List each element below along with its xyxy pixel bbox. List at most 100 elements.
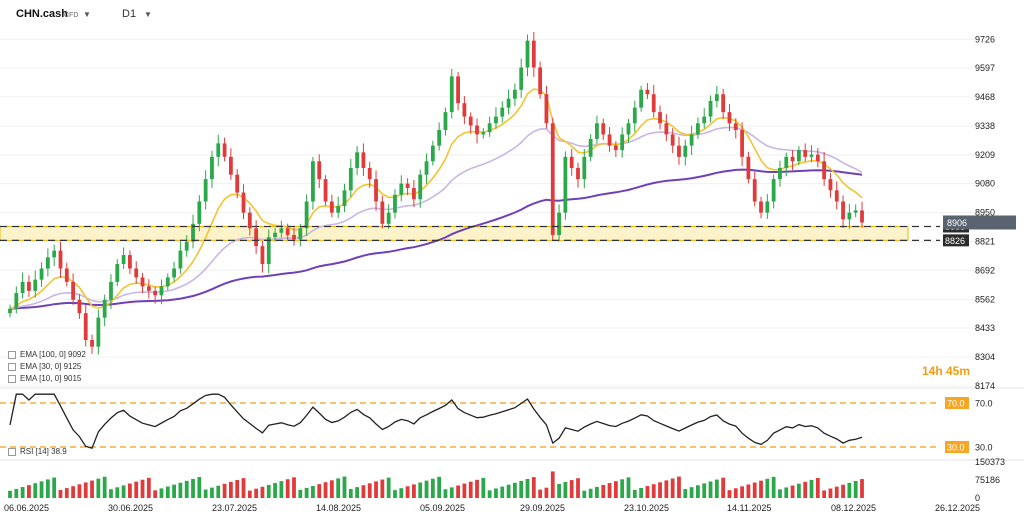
rsi-level-box — [945, 441, 969, 453]
volume-bar — [639, 487, 644, 498]
volume-bar — [651, 484, 656, 498]
date-tick-label: 06.06.2025 — [4, 503, 49, 513]
volume-bar — [714, 479, 719, 498]
candle-body — [771, 179, 776, 202]
candle-body — [52, 250, 57, 258]
volume-bar — [437, 476, 442, 498]
timeframe-dropdown-icon[interactable]: ▼ — [144, 10, 152, 19]
candle-body — [374, 179, 378, 202]
rsi-tick-label: 70.0 — [975, 399, 993, 409]
volume-bar — [216, 485, 221, 498]
current-price-label: 8906 — [947, 218, 967, 228]
ema10-legend[interactable]: EMA [10, 0] 9015 — [8, 374, 81, 383]
candle-body — [254, 228, 259, 247]
ema100-legend[interactable]: EMA [100, 0] 9092 — [8, 350, 86, 359]
candle-body — [828, 179, 833, 191]
volume-bar — [386, 477, 391, 498]
candle-body — [759, 201, 763, 213]
rsi-legend[interactable]: RSI [14] 38.9 — [8, 447, 67, 456]
candle-body — [847, 212, 852, 220]
candle-body — [733, 123, 738, 130]
candle-body — [128, 255, 132, 269]
volume-bar — [292, 477, 296, 498]
volume-bar — [20, 487, 25, 498]
candle-body — [83, 313, 88, 340]
volume-bar — [134, 481, 139, 498]
volume-bar — [557, 483, 561, 498]
candle-body — [285, 228, 290, 235]
candle-body — [393, 194, 397, 213]
candle-body — [853, 210, 858, 213]
candle-body — [721, 94, 726, 113]
candle-body — [317, 161, 322, 180]
volume-bar — [27, 485, 31, 498]
volume-bar — [778, 489, 782, 498]
candle-body — [525, 40, 530, 68]
volume-bar — [740, 486, 744, 498]
volume-bar — [519, 480, 524, 498]
ema10-swatch — [8, 374, 16, 383]
candle-body — [203, 179, 208, 202]
volume-bar — [424, 480, 429, 498]
candle-body — [228, 156, 233, 175]
candle-body — [191, 223, 195, 242]
volume-bar — [405, 486, 410, 498]
volume-bar — [197, 477, 202, 498]
symbol-name[interactable]: CHN.cash — [16, 8, 68, 20]
candle-body — [563, 156, 568, 213]
rsi-tick-label: 30.0 — [975, 443, 993, 453]
candle-body — [140, 277, 145, 287]
volume-bar — [475, 479, 479, 498]
date-tick-label: 05.09.2025 — [420, 503, 465, 513]
candle-body — [342, 190, 347, 206]
volume-bar — [304, 487, 309, 498]
volume-bar — [601, 484, 606, 498]
volume-bar — [323, 482, 328, 498]
candle-body — [39, 268, 44, 280]
volume-bar — [374, 481, 378, 498]
volume-bar — [658, 482, 662, 498]
volume-bar — [563, 481, 568, 498]
candle-body — [96, 317, 101, 347]
volume-bar — [664, 480, 669, 498]
price-tick-label: 8304 — [975, 352, 995, 362]
candle-body — [418, 174, 423, 200]
volume-bar — [241, 478, 246, 498]
volume-bar — [273, 483, 277, 498]
volume-bar — [90, 480, 94, 498]
volume-bar — [412, 484, 416, 498]
volume-bar — [822, 490, 827, 498]
ema30-legend[interactable]: EMA [30, 0] 9125 — [8, 362, 81, 371]
candle-body — [500, 107, 505, 117]
volume-tick-label: 0 — [975, 493, 980, 503]
candle-body — [790, 156, 795, 162]
candle-body — [266, 237, 271, 265]
timeframe-selector[interactable]: D1 — [122, 8, 137, 20]
volume-bar — [77, 484, 82, 498]
volume-bar — [348, 488, 353, 498]
volume-bar — [298, 489, 303, 498]
volume-bar — [746, 484, 751, 498]
candle-body — [702, 116, 707, 124]
symbol-dropdown-icon[interactable]: ▼ — [83, 10, 91, 19]
volume-bar — [696, 485, 700, 498]
volume-bar — [525, 479, 530, 498]
candle-body — [815, 154, 820, 162]
price-tick-label: 8562 — [975, 294, 995, 304]
volume-bar — [815, 477, 820, 498]
volume-bar — [607, 483, 612, 498]
candle-body — [557, 212, 561, 235]
volume-bar — [399, 488, 404, 498]
candle-body — [90, 339, 94, 347]
rsi-level-label: 30.0 — [947, 443, 965, 453]
candle-body — [159, 286, 164, 296]
candle-body — [367, 167, 372, 180]
ema30-label: EMA [30, 0] 9125 — [20, 362, 82, 371]
volume-bar — [128, 483, 132, 498]
volume-bar — [443, 489, 448, 498]
volume-bar — [771, 476, 776, 498]
ema-lines — [9, 88, 863, 310]
level-label: 8826 — [945, 236, 965, 246]
candle-body — [443, 112, 448, 130]
